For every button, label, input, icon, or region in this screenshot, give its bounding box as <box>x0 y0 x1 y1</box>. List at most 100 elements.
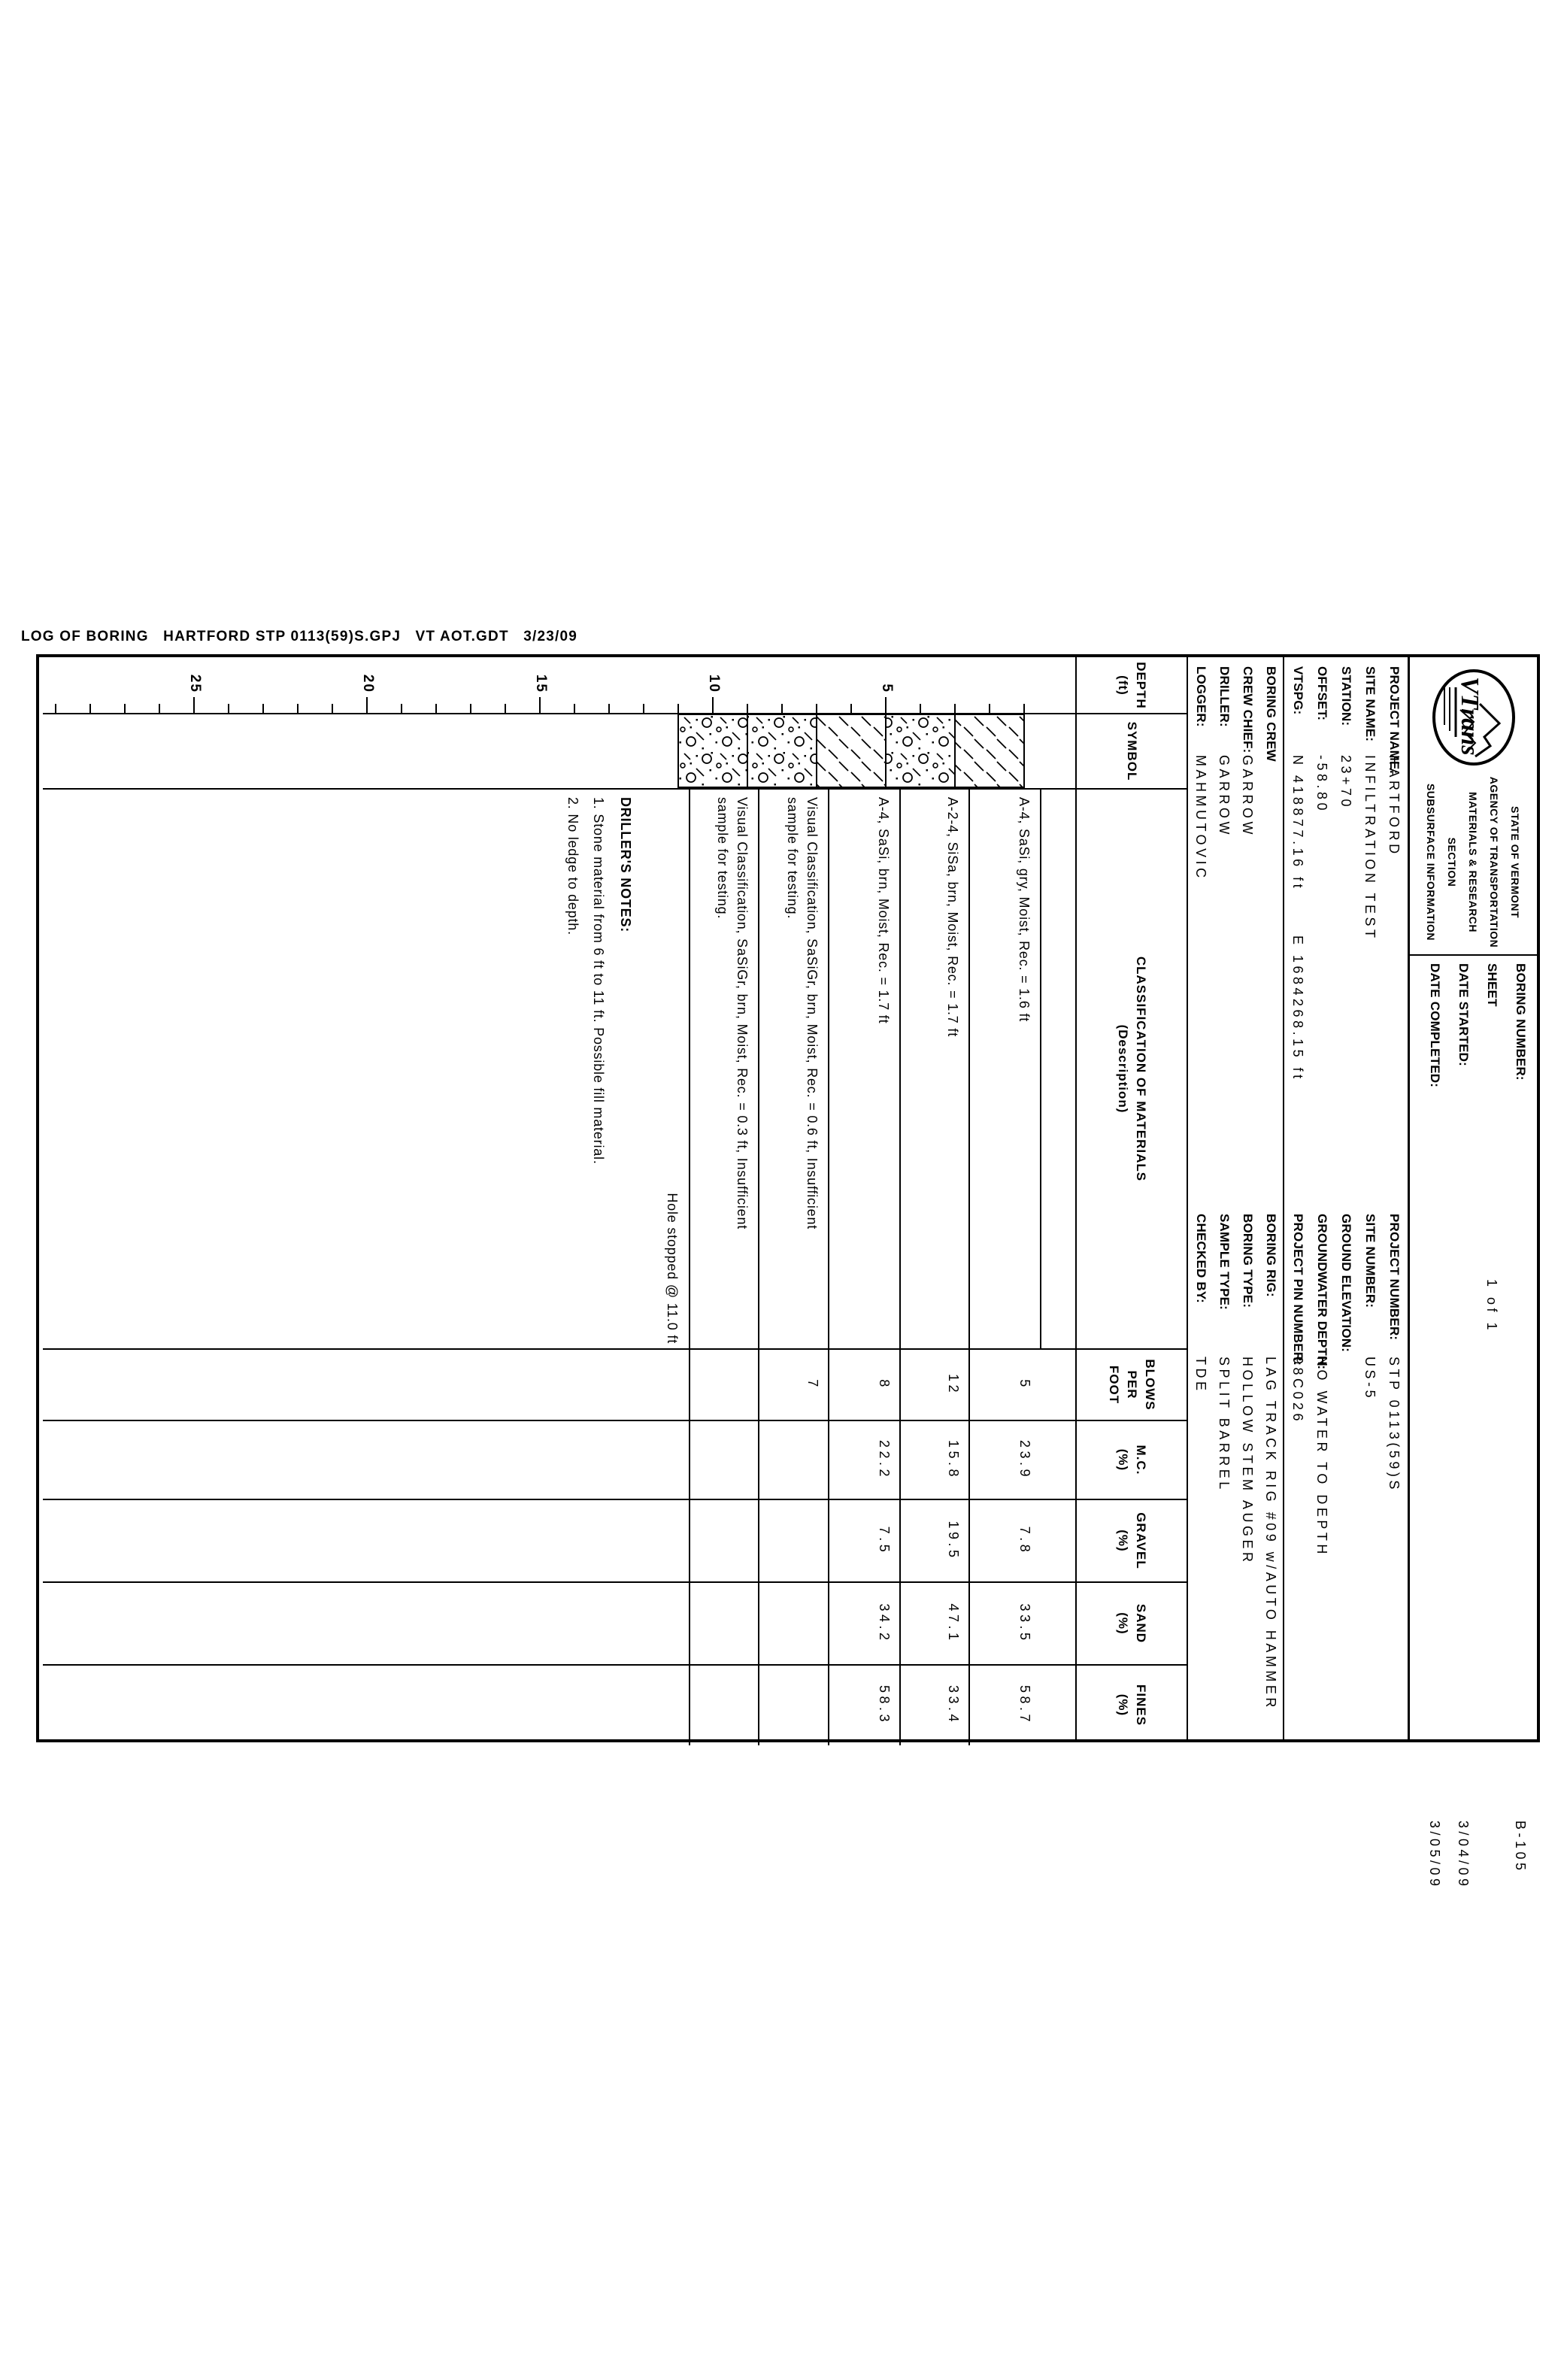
sample-1-sand: 33.5 <box>1017 1603 1032 1644</box>
column-rule-2 <box>43 788 1187 790</box>
sample-4-blows: 7 <box>805 1379 820 1390</box>
title-block: VTrans STATE OF VERMONT AGENCY OF TRANSP… <box>1408 657 1537 1890</box>
sample-1-mc: 23.9 <box>1017 1439 1032 1481</box>
sample-5-description: Visual Classification, SaSiGr, brn, Mois… <box>713 797 752 1229</box>
agency-line-2: AGENCY OF TRANSPORTATION <box>1488 776 1501 948</box>
boring-log-document: VTrans STATE OF VERMONT AGENCY OF TRANSP… <box>36 654 1540 1890</box>
project-right-row-ground-elevation: GROUND ELEVATION: <box>1335 657 1353 1739</box>
column-header-5: GRAVEL (%) <box>1077 1501 1187 1581</box>
description-row-rule-5 <box>689 789 690 1349</box>
project-pin-number-label: PROJECT PIN NUMBER: <box>1291 1214 1305 1366</box>
depth-label-5: 5 <box>879 684 895 693</box>
symbol-hatch-sample-5 <box>677 714 748 788</box>
column-header-6-line-0: SAND <box>1134 1603 1148 1644</box>
hole-stopped-note: Hole stopped @ 11.0 ft <box>665 1193 680 1344</box>
checked-by-value: TDE <box>1193 1357 1208 1394</box>
column-header-5-line-1: (%) <box>1116 1530 1130 1552</box>
boring-number-value: B-105 <box>1513 1821 1528 1874</box>
agency-line-3: MATERIALS & RESEARCH SECTION <box>1446 791 1480 933</box>
column-header-7-line-0: FINES <box>1134 1684 1148 1727</box>
sample-1-description: A-4, SaSi, gry, Moist, Rec. = 1.6 ft <box>1017 797 1032 1023</box>
sheet-label: SHEET <box>1485 963 1499 1007</box>
vtrans-logo-icon: VTrans <box>1432 669 1516 766</box>
description-row-rule-3 <box>828 789 829 1349</box>
log-table: DEPTH (ft) SYMBOL CLASSIFICATION OF MATERIA… <box>43 657 1187 1745</box>
description-row-rule-2 <box>899 789 901 1349</box>
project-info-section: PROJECT NAME: HARTFORD SITE NAME: INFILTRAT… <box>1283 657 1408 1739</box>
agency-line-1: STATE OF VERMONT <box>1509 805 1522 919</box>
project-number-value: STP 0113(59)S <box>1387 1357 1402 1493</box>
symbol-hatch-sample-4 <box>747 714 817 788</box>
crew-right-row-boring-rig: BORING RIG: LAG TRACK RIG #09 w/AUTO HAMM… <box>1260 657 1278 1739</box>
sample-2-gravel: 19.5 <box>946 1520 961 1561</box>
sample-1-blows: 5 <box>1017 1379 1032 1390</box>
description-row-rule-4 <box>758 789 759 1349</box>
column-header-2: CLASSIFICATION OF MATERIALS (Description) <box>1077 790 1187 1348</box>
description-row-rule-0 <box>1040 789 1041 1349</box>
header-row-date-completed: DATE COMPLETED: 3/05/09 <box>1424 956 1442 1890</box>
column-header-1-line-0: SYMBOL <box>1125 721 1139 781</box>
column-header-4-line-0: M.C. <box>1134 1445 1148 1475</box>
column-header-4: M.C. (%) <box>1077 1422 1187 1498</box>
column-header-3-line-2: FOOT <box>1107 1365 1121 1405</box>
date-started-value: 3/04/09 <box>1456 1821 1471 1890</box>
project-right-row-project-pin-number: PROJECT PIN NUMBER: 98C026 <box>1287 657 1305 1739</box>
project-number-label: PROJECT NUMBER: <box>1387 1214 1402 1341</box>
boring-number-label: BORING NUMBER: <box>1514 963 1528 1081</box>
site-number-label: SITE NUMBER: <box>1363 1214 1378 1308</box>
column-header-6-line-1: (%) <box>1116 1612 1130 1635</box>
column-header-3-line-1: PER <box>1125 1370 1139 1399</box>
column-rule-3 <box>43 1348 1187 1350</box>
column-header-5-line-0: GRAVEL <box>1134 1512 1148 1569</box>
column-header-7-line-1: (%) <box>1116 1693 1130 1717</box>
depth-label-25: 25 <box>187 674 203 693</box>
depth-label-20: 20 <box>360 674 376 693</box>
column-header-2-line-1: (Description) <box>1116 1024 1130 1114</box>
column-header-3: BLOWS PER FOOT <box>1077 1351 1187 1419</box>
column-rule-5 <box>43 1499 1187 1500</box>
sample-3-description: A-4, SaSi, brn, Moist, Rec. = 1.7 ft <box>876 797 891 1024</box>
description-row-rule-1 <box>968 789 970 1349</box>
sample-2-description: A-2-4, SiSa, brn, Moist, Rec. = 1.7 ft <box>945 797 960 1038</box>
boring-rig-label: BORING RIG: <box>1264 1214 1278 1297</box>
sample-1-gravel: 7.8 <box>1017 1526 1032 1556</box>
symbol-hatch-sample-3 <box>816 714 887 788</box>
agency-line-4: SUBSURFACE INFORMATION <box>1425 783 1438 941</box>
sample-4-description: Visual Classification, SaSiGr, brn, Mois… <box>783 797 822 1229</box>
numeric-row-rule-2 <box>899 1349 901 1745</box>
sample-3-blows: 8 <box>877 1379 892 1390</box>
sample-3-fines: 58.3 <box>877 1684 892 1726</box>
numeric-row-rule-1 <box>968 1349 970 1745</box>
drillers-notes-title: DRILLER'S NOTES: <box>618 797 633 933</box>
sample-2-fines: 33.4 <box>946 1684 961 1726</box>
drillers-note-1: 1. Stone material from 6 ft to 11 ft. Po… <box>591 797 606 1165</box>
date-completed-label: DATE COMPLETED: <box>1428 963 1442 1088</box>
sample-3-sand: 34.2 <box>877 1603 892 1644</box>
crew-right-row-boring-type: BORING TYPE: HOLLOW STEM AUGER <box>1237 657 1255 1739</box>
agency-title-lines: STATE OF VERMONT AGENCY OF TRANSPORTATIO… <box>1421 770 1526 954</box>
sample-2-blows: 12 <box>946 1373 961 1396</box>
column-header-0: DEPTH (ft) <box>1077 659 1187 712</box>
column-header-6: SAND (%) <box>1077 1584 1187 1663</box>
header-row-sheet: SHEET 1 of 1 <box>1481 956 1499 1739</box>
crew-info-section: BORING CREW CREW CHIEF: GARROW DRILLER: GARR… <box>1187 657 1283 1739</box>
numeric-row-rule-5 <box>689 1349 690 1745</box>
symbol-hatch-sample-2 <box>885 714 956 788</box>
column-header-4-line-1: (%) <box>1116 1448 1130 1472</box>
column-rule-6 <box>43 1581 1187 1583</box>
sample-4-description-line-2: sample for testing. <box>785 797 800 920</box>
sample-type-value: SPLIT BARREL <box>1217 1357 1232 1493</box>
project-pin-number-value: 98C026 <box>1290 1357 1305 1425</box>
column-header-0-line-0: DEPTH <box>1134 662 1148 709</box>
column-header-2-line-0: CLASSIFICATION OF MATERIALS <box>1134 956 1148 1182</box>
checked-by-label: CHECKED BY: <box>1194 1214 1208 1304</box>
crew-right-row-checked-by: CHECKED BY: TDE <box>1190 657 1208 1739</box>
agency-title-cell: VTrans STATE OF VERMONT AGENCY OF TRANSP… <box>1410 657 1537 956</box>
sheet-value: 1 of 1 <box>1484 1279 1499 1334</box>
depth-label-10: 10 <box>706 674 722 693</box>
sample-3-gravel: 7.5 <box>877 1526 892 1556</box>
groundwater-depth-label: GROUNDWATER DEPTH: <box>1315 1214 1329 1370</box>
crew-right-row-sample-type: SAMPLE TYPE: SPLIT BARREL <box>1214 657 1232 1739</box>
project-right-row-project-number: PROJECT NUMBER: STP 0113(59)S <box>1384 657 1402 1739</box>
